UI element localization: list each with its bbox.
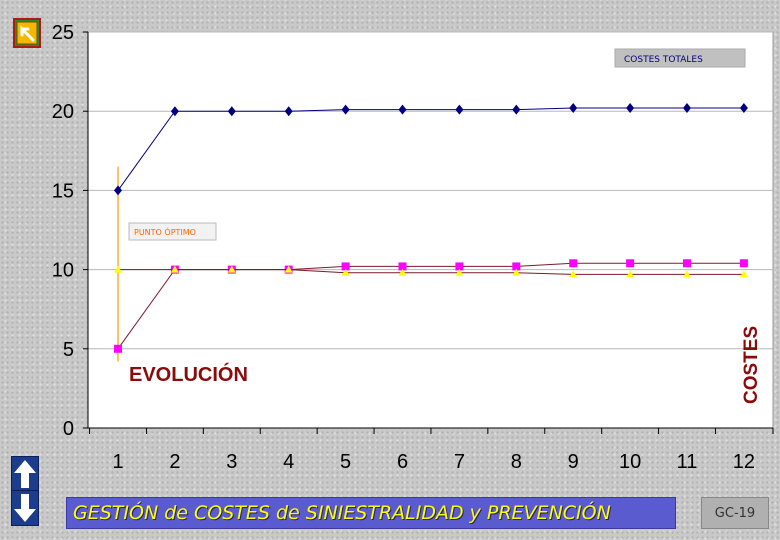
data-point bbox=[227, 106, 236, 117]
data-point bbox=[114, 185, 122, 196]
data-point bbox=[512, 104, 521, 115]
y-tick-labels: 0 5 10 15 20 25 bbox=[52, 22, 74, 440]
x-tick-label: 8 bbox=[511, 451, 522, 473]
optimum-label-box bbox=[128, 222, 217, 241]
data-point bbox=[455, 268, 464, 276]
data-point bbox=[170, 265, 179, 273]
arrow-up-icon bbox=[14, 460, 36, 488]
back-button[interactable] bbox=[13, 18, 41, 48]
data-point bbox=[569, 103, 578, 114]
data-point bbox=[512, 262, 521, 271]
data-point bbox=[227, 265, 236, 273]
x-tick-label: 1 bbox=[112, 451, 123, 473]
data-point bbox=[398, 262, 407, 271]
x-tick-label: 11 bbox=[677, 451, 698, 473]
data-point bbox=[284, 265, 293, 273]
x-tick-label: 6 bbox=[397, 451, 408, 473]
footer-banner: GESTIÓN de COSTES de SINIESTRALIDAD y PR… bbox=[66, 497, 676, 529]
data-point bbox=[569, 270, 578, 278]
x-tick-label: 3 bbox=[226, 451, 237, 473]
data-point bbox=[569, 259, 578, 268]
data-point bbox=[683, 259, 691, 268]
data-point bbox=[683, 103, 691, 114]
data-point bbox=[739, 103, 748, 114]
series bbox=[114, 103, 748, 353]
data-point bbox=[170, 106, 179, 117]
data-point bbox=[739, 270, 748, 278]
data-point bbox=[739, 259, 748, 268]
legend-label: COSTES TOTALES bbox=[624, 55, 703, 65]
series-line bbox=[118, 269, 744, 275]
data-point bbox=[114, 344, 122, 353]
data-point bbox=[626, 259, 635, 268]
y-tick-label: 20 bbox=[52, 101, 74, 123]
y-tick-label: 10 bbox=[52, 260, 74, 282]
y-tick-label: 15 bbox=[52, 180, 74, 202]
data-point bbox=[284, 106, 293, 117]
x-tick-label: 10 bbox=[619, 451, 641, 473]
x-tick-label: 2 bbox=[169, 451, 180, 473]
data-point bbox=[341, 104, 350, 115]
evolucion-label: EVOLUCIÓN bbox=[129, 362, 248, 386]
data-point bbox=[341, 262, 350, 271]
axes bbox=[83, 31, 774, 434]
y-tick-label: 5 bbox=[63, 339, 74, 361]
page-code: GC-19 bbox=[701, 497, 769, 529]
series-3 bbox=[114, 265, 748, 278]
series-1 bbox=[114, 103, 748, 196]
data-point bbox=[683, 270, 691, 278]
optimum-label: PUNTO ÓPTIMO bbox=[134, 226, 196, 237]
costes-label: COSTES bbox=[741, 326, 762, 404]
series-line bbox=[117, 107, 744, 191]
data-point bbox=[398, 268, 407, 276]
data-point bbox=[398, 104, 407, 115]
y-tick-label: 0 bbox=[63, 418, 74, 440]
footer-title: GESTIÓN de COSTES de SINIESTRALIDAD y PR… bbox=[73, 502, 611, 524]
data-point bbox=[626, 103, 635, 114]
data-point bbox=[455, 262, 464, 271]
data-point bbox=[512, 268, 521, 276]
data-point bbox=[455, 104, 464, 115]
data-point bbox=[626, 270, 635, 278]
nav-down-button[interactable] bbox=[11, 490, 39, 526]
y-tick-label: 25 bbox=[52, 22, 74, 44]
legend-box bbox=[614, 48, 746, 68]
x-tick-label: 7 bbox=[454, 451, 465, 473]
x-tick-label: 9 bbox=[568, 451, 579, 473]
x-tick-label: 5 bbox=[340, 451, 351, 473]
x-tick-labels: 1 2 3 4 5 6 7 8 9 10 11 12 bbox=[112, 451, 755, 473]
nav-up-button[interactable] bbox=[11, 456, 39, 492]
back-arrow-icon bbox=[13, 18, 41, 48]
arrow-down-icon bbox=[14, 494, 36, 522]
data-point bbox=[114, 265, 122, 273]
x-tick-label: 12 bbox=[733, 451, 755, 473]
data-point bbox=[341, 268, 350, 276]
x-tick-label: 4 bbox=[283, 451, 294, 473]
